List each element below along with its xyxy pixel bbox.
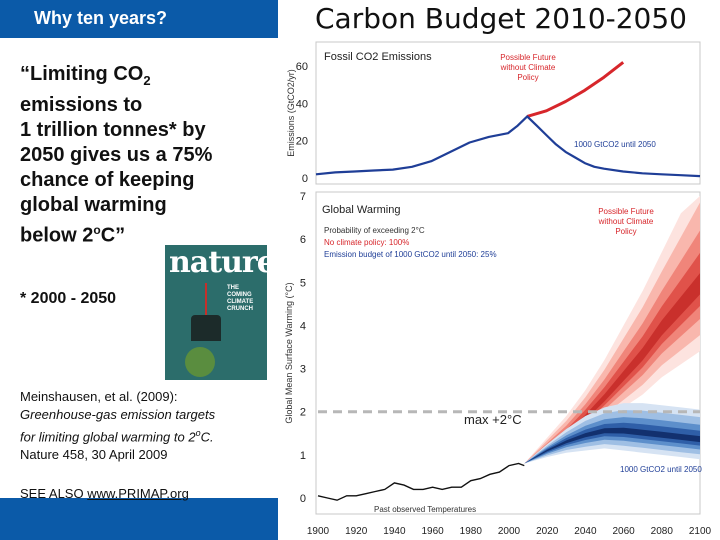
legend-heading: Probability of exceeding 2°C <box>324 226 425 235</box>
warming-y-tick-label: 6 <box>300 234 306 246</box>
emissions-budget-label: 1000 GtCO2 until 2050 <box>574 140 656 149</box>
emissions-panel: Fossil CO2 Emissions Emissions (GtCO2/yr… <box>286 41 701 185</box>
emissions-future-label-2: without Climate <box>500 63 556 72</box>
quote-line-6: global warming <box>20 194 167 216</box>
warming-y-tick-label: 3 <box>300 364 306 376</box>
emissions-ylabel: Emissions (GtCO2/yr) <box>286 69 296 157</box>
left-title-band: Why ten years? <box>0 0 278 38</box>
warming-y-tick-label: 0 <box>300 493 306 505</box>
emissions-future-label-1: Possible Future <box>500 53 556 62</box>
quote-line-4: 2050 gives us a 75% <box>20 144 213 166</box>
citation-line-2: Greenhouse-gas emission targets <box>20 407 216 422</box>
warming-budget-label: 1000 GtCO2 until 2050 <box>620 465 702 474</box>
emissions-title: Fossil CO2 Emissions <box>324 51 432 63</box>
warming-x-ticks: 1900 1920 1940 1960 1980 2000 2020 2040 2060 2080… <box>307 526 712 537</box>
footnote: * 2000 - 2050 <box>20 290 117 307</box>
citation-line-1: Meinshausen, et al. (2009): <box>20 389 178 404</box>
warming-ylabel: Global Mean Surface Warming (°C) <box>284 282 294 423</box>
cover-weight-shape <box>191 315 221 341</box>
warming-y-tick-label: 5 <box>300 277 306 289</box>
left-title: Why ten years? <box>34 8 168 28</box>
warming-x-tick-label: 1980 <box>460 526 483 537</box>
nature-cover-image: nature THE COMING CLIMATE CRUNCH <box>165 245 267 380</box>
warming-x-tick-label: 1940 <box>383 526 406 537</box>
warming-future-label-2: without Climate <box>598 217 654 226</box>
primap-link[interactable]: www.PRIMAP.org <box>87 486 189 501</box>
warming-observed-line <box>317 462 525 501</box>
emissions-future-label-3: Policy <box>517 73 538 82</box>
observed-temperature-line <box>317 462 525 501</box>
warming-legend-box <box>318 196 523 266</box>
cover-globe-shape <box>185 347 215 377</box>
quote-line-1: “Limiting CO2 <box>20 63 151 88</box>
warming-y-tick-label: 4 <box>300 320 306 332</box>
warming-x-tick-label: 2040 <box>574 526 597 537</box>
warming-panel: 0 1 2 3 4 5 6 7 1900 1920 1940 1960 1980 2000 2020 204… <box>284 191 712 537</box>
quote-line-5: chance of keeping <box>20 169 195 191</box>
warming-y-ticks: 0 1 2 3 4 5 6 7 <box>300 191 306 505</box>
carbon-budget-chart: Fossil CO2 Emissions Emissions (GtCO2/yr… <box>284 41 712 537</box>
quote-line-3: 1 trillion tonnes* by <box>20 119 206 141</box>
warming-y-tick-label: 7 <box>300 191 306 203</box>
warming-x-tick-label: 1920 <box>345 526 368 537</box>
threshold-label: max +2°C <box>464 412 522 427</box>
warming-y-tick-label: 1 <box>300 450 306 462</box>
quote-line-7: below 2oC” <box>20 223 126 247</box>
see-also: SEE ALSO www.PRIMAP.org <box>20 486 189 501</box>
emissions-panel-frame <box>315 41 701 185</box>
bottom-band <box>0 498 278 540</box>
warming-x-tick-label: 1900 <box>307 526 330 537</box>
warming-x-tick-label: 2060 <box>612 526 635 537</box>
emissions-y-tick-label: 60 <box>296 61 308 73</box>
emissions-lines <box>315 61 701 178</box>
nature-headline: THE COMING CLIMATE CRUNCH <box>227 285 254 312</box>
emissions-y-ticks: 0 20 40 60 <box>296 61 308 185</box>
main-title: Carbon Budget 2010-2050 <box>315 2 687 35</box>
warming-title: Global Warming <box>322 204 400 216</box>
citation-line-4: Nature 458, 30 April 2009 <box>20 447 168 463</box>
citation-line-3: for limiting global warming to 2oC. <box>20 428 214 445</box>
emissions-no-policy-line <box>526 61 625 118</box>
quote: “Limiting CO2 emissions to 1 trillion to… <box>20 62 270 249</box>
emissions-y-tick-label: 0 <box>302 173 308 185</box>
no-policy-band-3 <box>524 230 700 464</box>
warming-x-tick-label: 2020 <box>536 526 559 537</box>
warming-x-tick-label: 2100 <box>689 526 712 537</box>
warming-x-tick-label: 2080 <box>651 526 674 537</box>
observed-label: Past observed Temperatures <box>374 505 476 514</box>
legend-no-policy: No climate policy: 100% <box>324 238 409 247</box>
quote-line-2: emissions to <box>20 94 143 116</box>
warming-bands <box>524 196 700 464</box>
warming-x-tick-label: 1960 <box>421 526 444 537</box>
warming-future-label-1: Possible Future <box>598 207 654 216</box>
warming-y-tick-label: 2 <box>300 407 306 419</box>
legend-budget: Emission budget of 1000 GtCO2 until 2050… <box>324 250 497 259</box>
warming-future-label-3: Policy <box>615 227 636 236</box>
warming-x-tick-label: 2000 <box>498 526 521 537</box>
citation: Meinshausen, et al. (2009): Greenhouse-g… <box>20 388 270 464</box>
cover-rope-shape <box>205 283 207 317</box>
emissions-y-tick-label: 20 <box>296 136 308 148</box>
emissions-y-tick-label: 40 <box>296 98 308 110</box>
emissions-budget-line <box>315 115 701 178</box>
budget-band-5 <box>524 427 700 464</box>
nature-masthead: nature <box>169 245 267 280</box>
